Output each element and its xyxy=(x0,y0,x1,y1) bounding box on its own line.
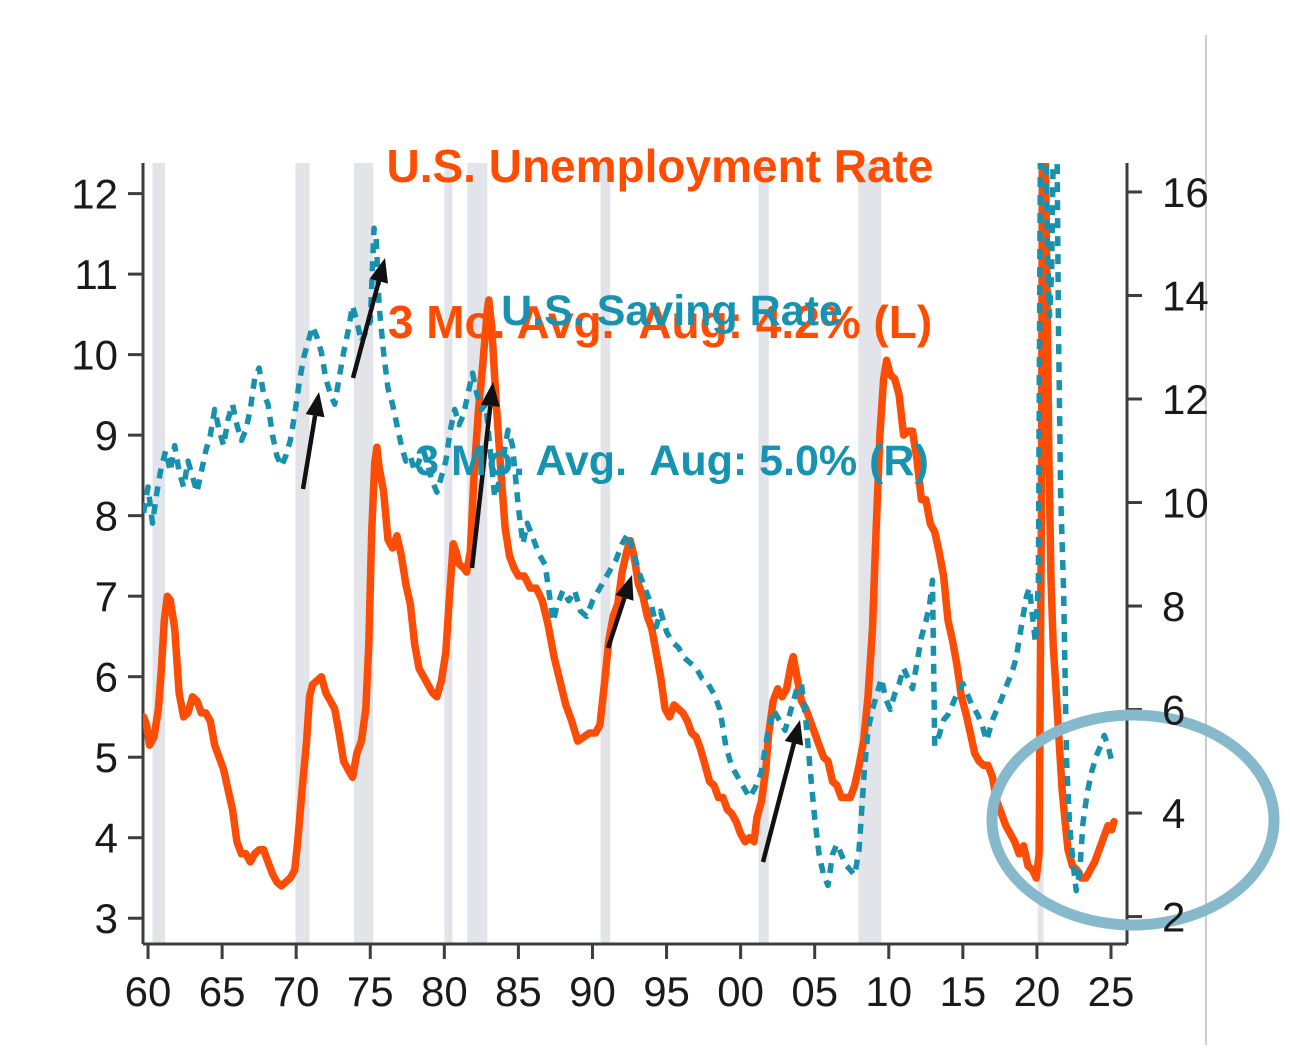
unemployment-rate-title-line2: 3 Mo. Avg. Aug: 4.2% (L) xyxy=(387,296,933,348)
left-axis-tick-label: 7 xyxy=(95,573,118,620)
right-axis-tick-label: 10 xyxy=(1162,480,1209,527)
x-axis-tick-label: 80 xyxy=(421,968,468,1015)
annotation-arrow xyxy=(760,720,804,863)
left-axis-tick-label: 3 xyxy=(95,895,118,942)
annotation-arrow xyxy=(300,392,325,490)
highlight-ellipse xyxy=(986,709,1280,931)
x-axis-tick-label: 90 xyxy=(569,968,616,1015)
x-axis-tick-label: 65 xyxy=(199,968,246,1015)
left-axis-tick-label: 11 xyxy=(74,251,118,298)
x-axis-tick-label: 20 xyxy=(1014,968,1061,1015)
saving-rate-label-line2: 3 Mo. Avg. Aug: 5.0% (R) xyxy=(415,437,929,485)
x-axis-tick-label: 15 xyxy=(939,968,986,1015)
right-axis-tick-label: 16 xyxy=(1162,169,1209,216)
annotation-arrow xyxy=(605,575,634,649)
annotation-arrow xyxy=(350,258,388,379)
left-axis-tick-label: 4 xyxy=(95,815,118,862)
recession-band xyxy=(758,163,769,944)
right-axis-tick-label: 6 xyxy=(1162,687,1185,734)
right-axis-tick-label: 12 xyxy=(1162,376,1209,423)
left-axis-tick-label: 10 xyxy=(71,332,118,379)
left-axis-tick-label: 8 xyxy=(95,493,118,540)
right-axis-tick-label: 14 xyxy=(1162,272,1209,319)
x-axis-tick-label: 75 xyxy=(347,968,394,1015)
x-axis-tick-label: 10 xyxy=(865,968,912,1015)
left-axis-tick-label: 6 xyxy=(95,654,118,701)
recession-band xyxy=(152,163,166,944)
saving-rate-label: U.S. Saving Rate 3 Mo. Avg. Aug: 5.0% (R… xyxy=(415,186,929,586)
left-axis-tick-label: 9 xyxy=(95,412,118,459)
left-axis-tick-label: 12 xyxy=(71,171,118,218)
recession-band xyxy=(444,163,453,944)
unemployment-line xyxy=(143,163,1118,890)
x-axis-tick-label: 85 xyxy=(495,968,542,1015)
saving-line xyxy=(143,163,1115,894)
right-axis-tick-label: 2 xyxy=(1162,894,1185,941)
x-axis-tick-label: 00 xyxy=(717,968,764,1015)
x-axis-tick-label: 70 xyxy=(273,968,320,1015)
x-axis-tick-label: 60 xyxy=(125,968,172,1015)
recession-band xyxy=(600,163,611,944)
x-axis-tick-label: 25 xyxy=(1088,968,1135,1015)
right-axis-tick-label: 4 xyxy=(1162,790,1185,837)
right-axis-tick-label: 8 xyxy=(1162,583,1185,630)
left-axis-tick-label: 5 xyxy=(95,734,118,781)
saving-rate-label-line1: U.S. Saving Rate xyxy=(501,287,843,335)
x-axis-tick-label: 05 xyxy=(791,968,838,1015)
x-axis-tick-label: 95 xyxy=(643,968,690,1015)
unemployment-rate-title: U.S. Unemployment Rate 3 Mo. Avg. Aug: 4… xyxy=(387,36,934,452)
annotation-arrow xyxy=(469,382,500,569)
unemployment-rate-title-line1: U.S. Unemployment Rate xyxy=(386,140,934,192)
